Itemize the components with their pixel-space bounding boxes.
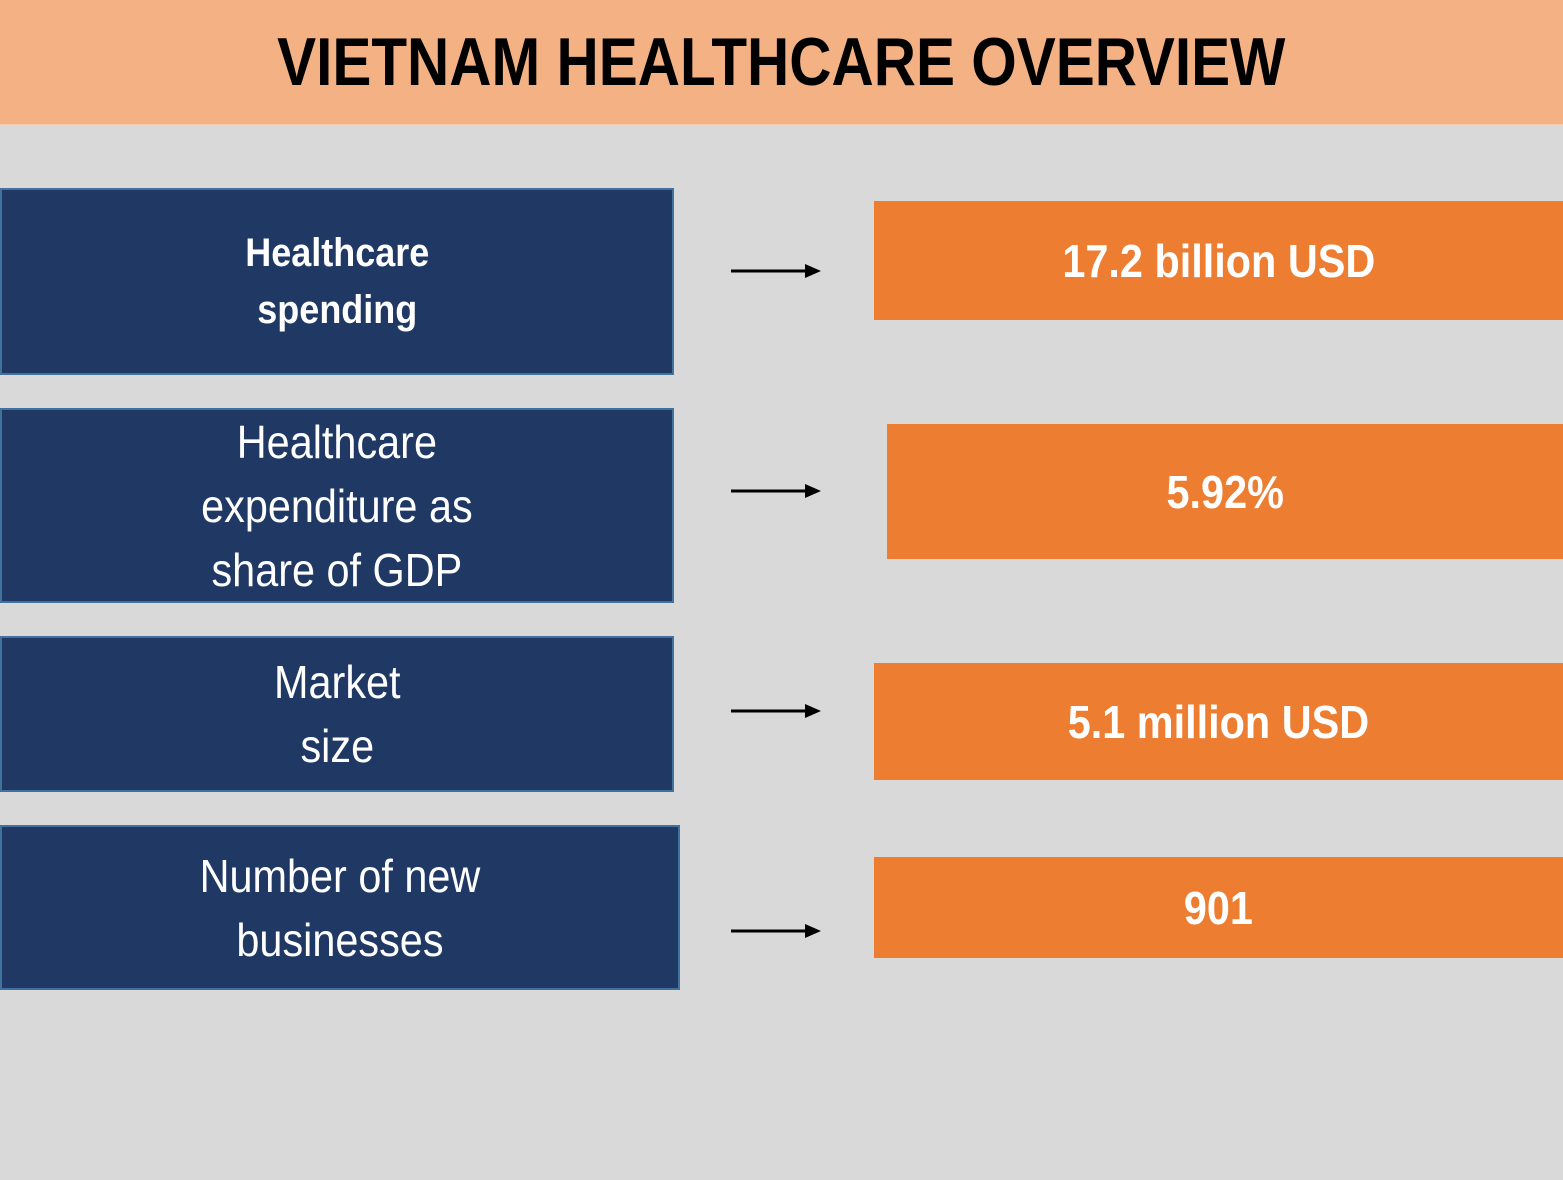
label-box-expenditure-share-gdp: Healthcare expenditure as share of GDP xyxy=(0,408,674,603)
label-text: Number of new businesses xyxy=(199,849,481,966)
value-box-expenditure-share-gdp: 5.92% xyxy=(887,424,1563,559)
arrow-right-icon xyxy=(731,704,821,718)
value-text: 17.2 billion USD xyxy=(1062,234,1375,287)
value-box-new-businesses: 901 xyxy=(874,857,1563,958)
label-box-new-businesses: Number of new businesses xyxy=(0,825,680,990)
page-title: VIETNAM HEALTHCARE OVERVIEW xyxy=(277,24,1286,100)
value-box-healthcare-spending: 17.2 billion USD xyxy=(874,201,1563,320)
header-banner: VIETNAM HEALTHCARE OVERVIEW xyxy=(0,0,1563,125)
label-text: Healthcare expenditure as share of GDP xyxy=(201,415,473,596)
value-text: 5.1 million USD xyxy=(1067,695,1370,748)
label-text: Market size xyxy=(273,656,401,772)
value-text: 901 xyxy=(1183,881,1254,934)
label-box-market-size: Market size xyxy=(0,636,674,792)
arrow-right-icon xyxy=(731,264,821,278)
label-box-healthcare-spending: Healthcare spending xyxy=(0,188,674,375)
value-text: 5.92% xyxy=(1166,465,1284,518)
arrow-right-icon xyxy=(731,924,821,938)
label-text: Healthcare spending xyxy=(244,230,430,332)
value-box-market-size: 5.1 million USD xyxy=(874,663,1563,780)
arrow-right-icon xyxy=(731,484,821,498)
